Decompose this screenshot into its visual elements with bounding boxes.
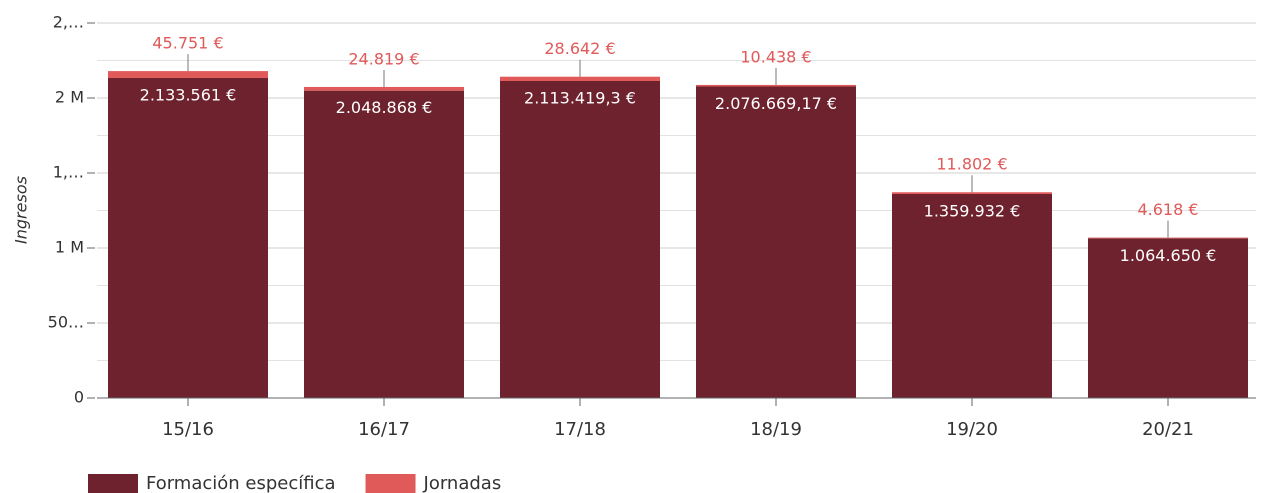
value-label: 1.064.650 € xyxy=(1120,246,1217,265)
legend-label: Jornadas xyxy=(423,473,502,493)
value-label: 10.438 € xyxy=(740,47,811,66)
x-tick-label: 16/17 xyxy=(358,419,410,440)
value-label: 2.076.669,17 € xyxy=(715,94,837,113)
legend-swatch xyxy=(88,474,138,493)
x-tick-label: 17/18 xyxy=(554,419,606,440)
y-axis-title: Ingresos xyxy=(12,176,31,244)
y-tick-label: 2 M xyxy=(55,88,84,107)
bar-segment xyxy=(892,194,1052,398)
value-label: 11.802 € xyxy=(936,155,1007,174)
bar-segment xyxy=(500,76,660,81)
value-label: 1.359.932 € xyxy=(924,202,1021,221)
x-tick-label: 19/20 xyxy=(946,419,998,440)
y-tick-label: 1,… xyxy=(53,163,84,182)
value-label: 45.751 € xyxy=(152,34,223,53)
y-tick-label: 2,… xyxy=(53,13,84,32)
bar-segment xyxy=(892,192,1052,195)
legend-swatch xyxy=(365,474,416,493)
bar-segment xyxy=(1088,238,1248,398)
bar-segment xyxy=(500,80,660,398)
value-label: 2.133.561 € xyxy=(140,85,237,104)
legend-label: Formación específica xyxy=(146,473,336,493)
bar-segment xyxy=(108,71,268,78)
value-label: 28.642 € xyxy=(544,39,615,58)
bar-segment xyxy=(108,77,268,398)
value-label: 2.048.868 € xyxy=(336,98,433,117)
x-tick-label: 18/19 xyxy=(750,419,802,440)
x-tick-label: 20/21 xyxy=(1142,419,1194,440)
bar-segment xyxy=(304,90,464,398)
x-tick-label: 15/16 xyxy=(162,419,214,440)
y-tick-label: 50… xyxy=(48,313,84,332)
bar-segment xyxy=(1088,237,1248,239)
value-label: 24.819 € xyxy=(348,49,419,68)
bar-segment xyxy=(304,86,464,91)
value-label: 2.113.419,3 € xyxy=(524,88,636,107)
y-tick-label: 1 M xyxy=(55,238,84,257)
bar-segment xyxy=(696,86,856,398)
value-label: 4.618 € xyxy=(1137,200,1198,219)
bar-segment xyxy=(696,84,856,87)
y-tick-label: 0 xyxy=(74,388,84,407)
